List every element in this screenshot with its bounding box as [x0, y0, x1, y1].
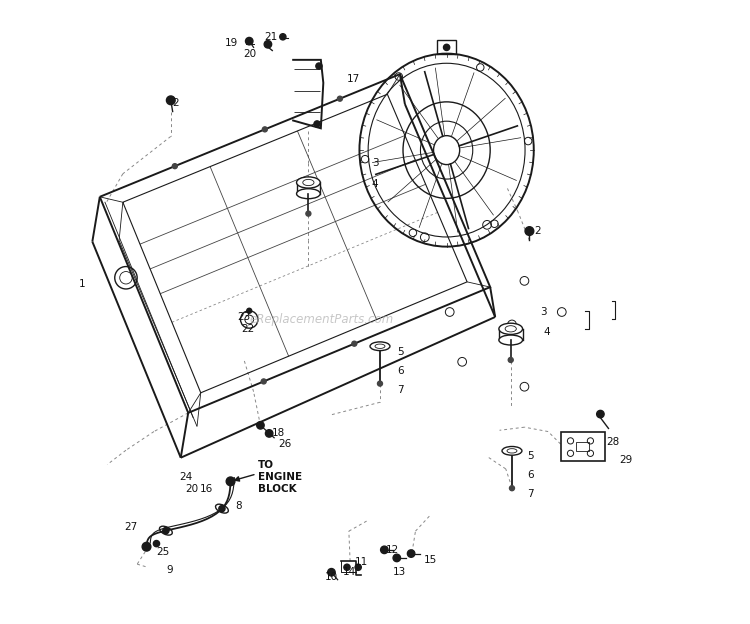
Text: 25: 25: [156, 547, 169, 557]
Circle shape: [393, 554, 400, 562]
Text: 3: 3: [540, 307, 547, 317]
Circle shape: [245, 37, 253, 45]
Text: 2: 2: [534, 226, 541, 236]
Circle shape: [509, 358, 513, 363]
Circle shape: [306, 211, 310, 216]
Text: eReplacementParts.com: eReplacementParts.com: [250, 313, 394, 326]
Circle shape: [261, 379, 266, 384]
Circle shape: [219, 505, 225, 512]
Text: 15: 15: [424, 555, 436, 565]
Text: 10: 10: [326, 572, 338, 582]
Text: 13: 13: [392, 567, 406, 577]
Ellipse shape: [499, 323, 523, 334]
Circle shape: [142, 542, 151, 551]
Text: 22: 22: [242, 324, 254, 334]
Ellipse shape: [370, 342, 390, 351]
Text: 24: 24: [179, 472, 192, 482]
Text: 4: 4: [543, 327, 550, 337]
Circle shape: [256, 422, 264, 429]
Text: 20: 20: [185, 484, 198, 494]
Text: 6: 6: [527, 470, 534, 480]
Text: 5: 5: [527, 451, 534, 461]
Circle shape: [597, 411, 604, 418]
Text: 9: 9: [166, 565, 173, 575]
Bar: [437, 40, 456, 54]
Text: 23: 23: [237, 312, 250, 322]
Circle shape: [328, 568, 335, 576]
Circle shape: [377, 381, 382, 386]
Text: 11: 11: [355, 557, 368, 567]
Text: TO
ENGINE
BLOCK: TO ENGINE BLOCK: [258, 460, 302, 494]
Circle shape: [153, 540, 160, 547]
Ellipse shape: [499, 335, 523, 345]
Text: 7: 7: [527, 489, 534, 499]
Text: 29: 29: [619, 455, 632, 465]
Circle shape: [166, 96, 176, 105]
Text: 4: 4: [372, 179, 379, 189]
Bar: [576, 442, 589, 452]
Circle shape: [525, 227, 534, 235]
Text: 7: 7: [397, 385, 404, 395]
Ellipse shape: [296, 188, 320, 198]
Text: 17: 17: [347, 74, 360, 84]
Circle shape: [314, 121, 320, 127]
Ellipse shape: [502, 447, 522, 455]
Text: 28: 28: [607, 437, 619, 447]
Circle shape: [443, 44, 450, 51]
Circle shape: [163, 527, 169, 534]
Text: 18: 18: [272, 429, 286, 439]
Text: 6: 6: [397, 366, 404, 376]
Text: 5: 5: [397, 348, 404, 358]
Circle shape: [262, 127, 267, 132]
Circle shape: [355, 564, 362, 570]
Circle shape: [226, 477, 235, 485]
Circle shape: [264, 41, 272, 48]
Circle shape: [344, 564, 350, 570]
Text: 2: 2: [172, 99, 179, 109]
Text: 26: 26: [278, 439, 292, 449]
Circle shape: [316, 63, 322, 69]
Text: 20: 20: [243, 49, 256, 59]
Circle shape: [338, 96, 343, 101]
Ellipse shape: [296, 177, 320, 188]
Circle shape: [407, 550, 415, 557]
Text: 1: 1: [80, 279, 86, 289]
Circle shape: [380, 546, 388, 553]
Circle shape: [352, 341, 357, 346]
Circle shape: [247, 308, 252, 313]
Text: 27: 27: [124, 522, 138, 532]
Circle shape: [509, 485, 515, 490]
Text: 8: 8: [235, 501, 242, 511]
Text: 21: 21: [264, 32, 278, 42]
Circle shape: [266, 430, 273, 437]
Circle shape: [280, 34, 286, 40]
Text: 3: 3: [372, 158, 379, 168]
Text: 19: 19: [224, 38, 238, 48]
Text: 16: 16: [200, 484, 213, 494]
Text: 12: 12: [386, 545, 400, 555]
Bar: [560, 432, 605, 461]
Circle shape: [172, 163, 177, 168]
Text: 14: 14: [343, 567, 355, 577]
